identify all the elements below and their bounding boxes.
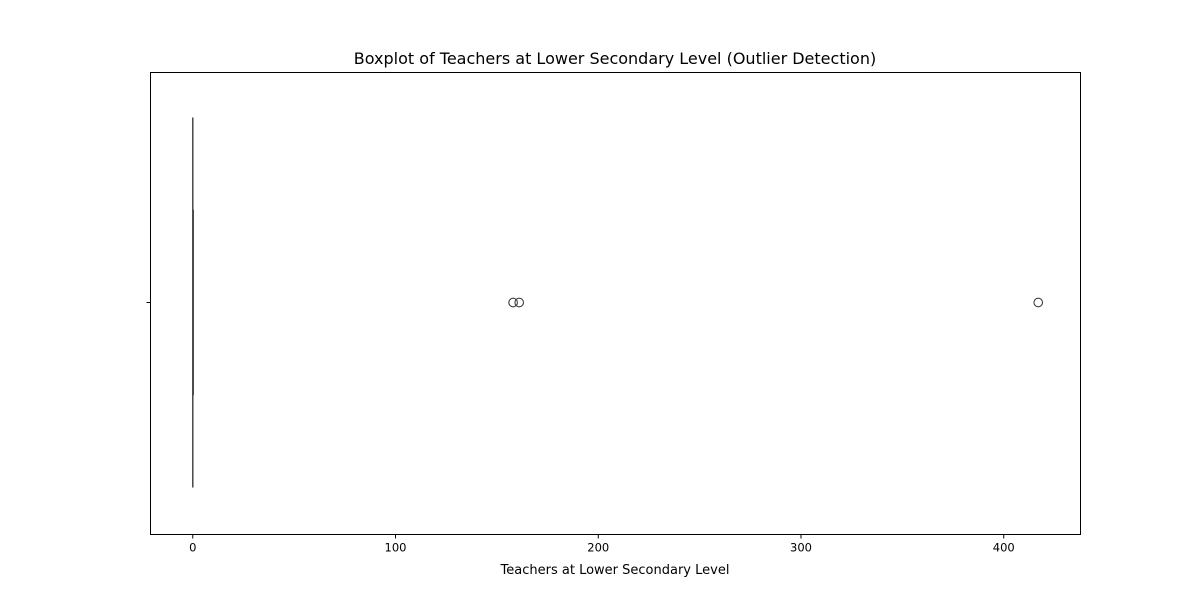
x-tick-label: 200 [587, 541, 609, 555]
x-axis-label: Teachers at Lower Secondary Level [500, 563, 730, 578]
x-tick-label: 400 [993, 541, 1015, 555]
x-axis: 0 100 200 300 400 [189, 534, 1015, 555]
outlier-point [1033, 297, 1044, 308]
x-tick-label: 0 [189, 541, 196, 555]
plot-area-frame [150, 72, 1081, 535]
x-tick-label: 300 [790, 541, 812, 555]
chart-title: Boxplot of Teachers at Lower Secondary L… [354, 49, 876, 68]
outlier-point [508, 297, 518, 308]
x-tick-label: 100 [385, 541, 407, 555]
marks-layer [192, 117, 1044, 488]
outlier-point [514, 297, 525, 308]
